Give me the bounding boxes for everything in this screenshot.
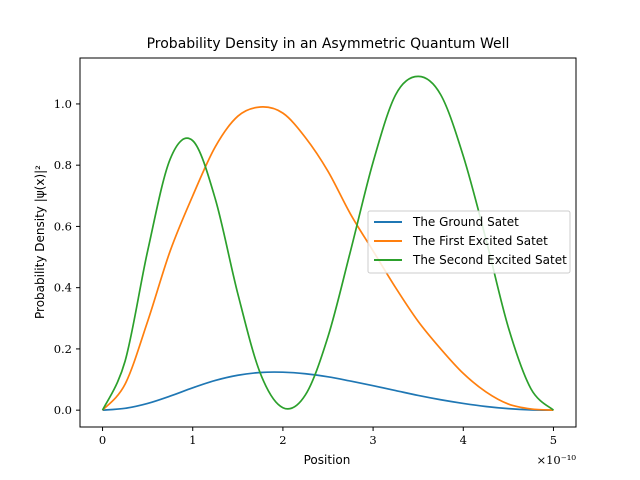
series-line-0 — [102, 371, 554, 412]
y-axis-label: Probability Density |ψ(x)|² — [33, 165, 47, 319]
y-tick-label: 0.8 — [54, 158, 72, 172]
y-tick-label: 0.6 — [54, 219, 72, 233]
x-tick-label: 2 — [279, 433, 286, 447]
chart-title: Probability Density in an Asymmetric Qua… — [147, 36, 510, 52]
legend-label-first-excited: The First Excited Satet — [412, 234, 548, 248]
x-axis: 0 1 2 3 4 5 — [99, 427, 557, 447]
legend-label-ground: The Ground Satet — [412, 215, 519, 229]
y-tick-label: 0.2 — [54, 342, 72, 356]
legend-label-second-excited: The Second Excited Satet — [412, 253, 567, 267]
plot-frame — [79, 57, 577, 428]
x-axis-offset-label: ×10⁻¹⁰ — [536, 453, 576, 467]
y-tick-label: 0.4 — [54, 281, 72, 295]
x-tick-label: 4 — [460, 433, 467, 447]
x-tick-label: 1 — [189, 433, 196, 447]
legend: The Ground Satet The First Excited Satet… — [367, 210, 571, 274]
y-tick-label: 1.0 — [54, 97, 72, 111]
series-line-1 — [101, 106, 554, 412]
x-tick-label: 5 — [550, 433, 557, 447]
x-tick-label: 3 — [369, 433, 376, 447]
x-axis-label: Position — [304, 453, 351, 467]
legend-box — [367, 210, 571, 274]
y-tick-label: 0.0 — [54, 403, 72, 417]
x-tick-label: 0 — [99, 433, 106, 447]
y-axis: 0.0 0.2 0.4 0.6 0.8 1.0 — [54, 97, 80, 417]
